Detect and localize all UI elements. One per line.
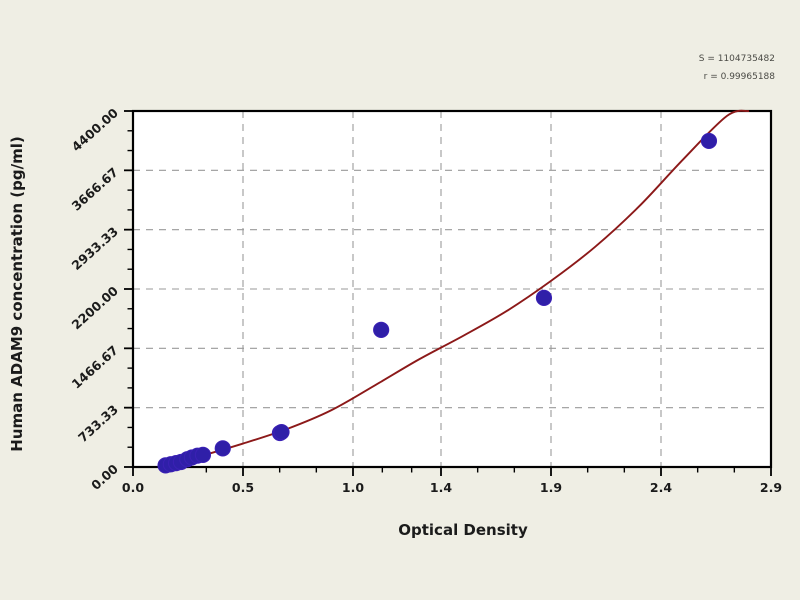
data-point	[535, 289, 553, 306]
x-axis-ticks	[132, 467, 772, 476]
r-value-annotation: r = 0.99965188	[704, 72, 776, 82]
y-axis-ticks	[124, 110, 133, 468]
x-axis-tick-labels: 0.0 0.5 1.0 1.4 1.9 2.4 2.9	[122, 480, 782, 495]
data-point	[373, 321, 390, 338]
x-axis-title: Optical Density	[398, 521, 528, 539]
x-tick-label: 2.9	[760, 480, 782, 495]
y-axis-title: Human ADAM9 concentration (pg/ml)	[8, 136, 26, 451]
x-tick-label: 1.4	[430, 480, 452, 495]
x-tick-label: 1.9	[540, 480, 562, 495]
gridlines	[133, 111, 771, 467]
x-tick-label: 0.5	[232, 480, 254, 495]
fitted-curve	[161, 109, 750, 468]
data-point	[214, 440, 231, 457]
data-points-group	[157, 132, 718, 474]
data-point	[700, 132, 718, 150]
x-tick-label: 2.4	[650, 480, 672, 495]
s-value-annotation: S = 1104735482	[699, 54, 775, 64]
data-point	[273, 423, 290, 441]
x-tick-label: 1.0	[342, 480, 364, 495]
data-point	[194, 446, 212, 463]
x-tick-label: 0.0	[122, 480, 144, 495]
